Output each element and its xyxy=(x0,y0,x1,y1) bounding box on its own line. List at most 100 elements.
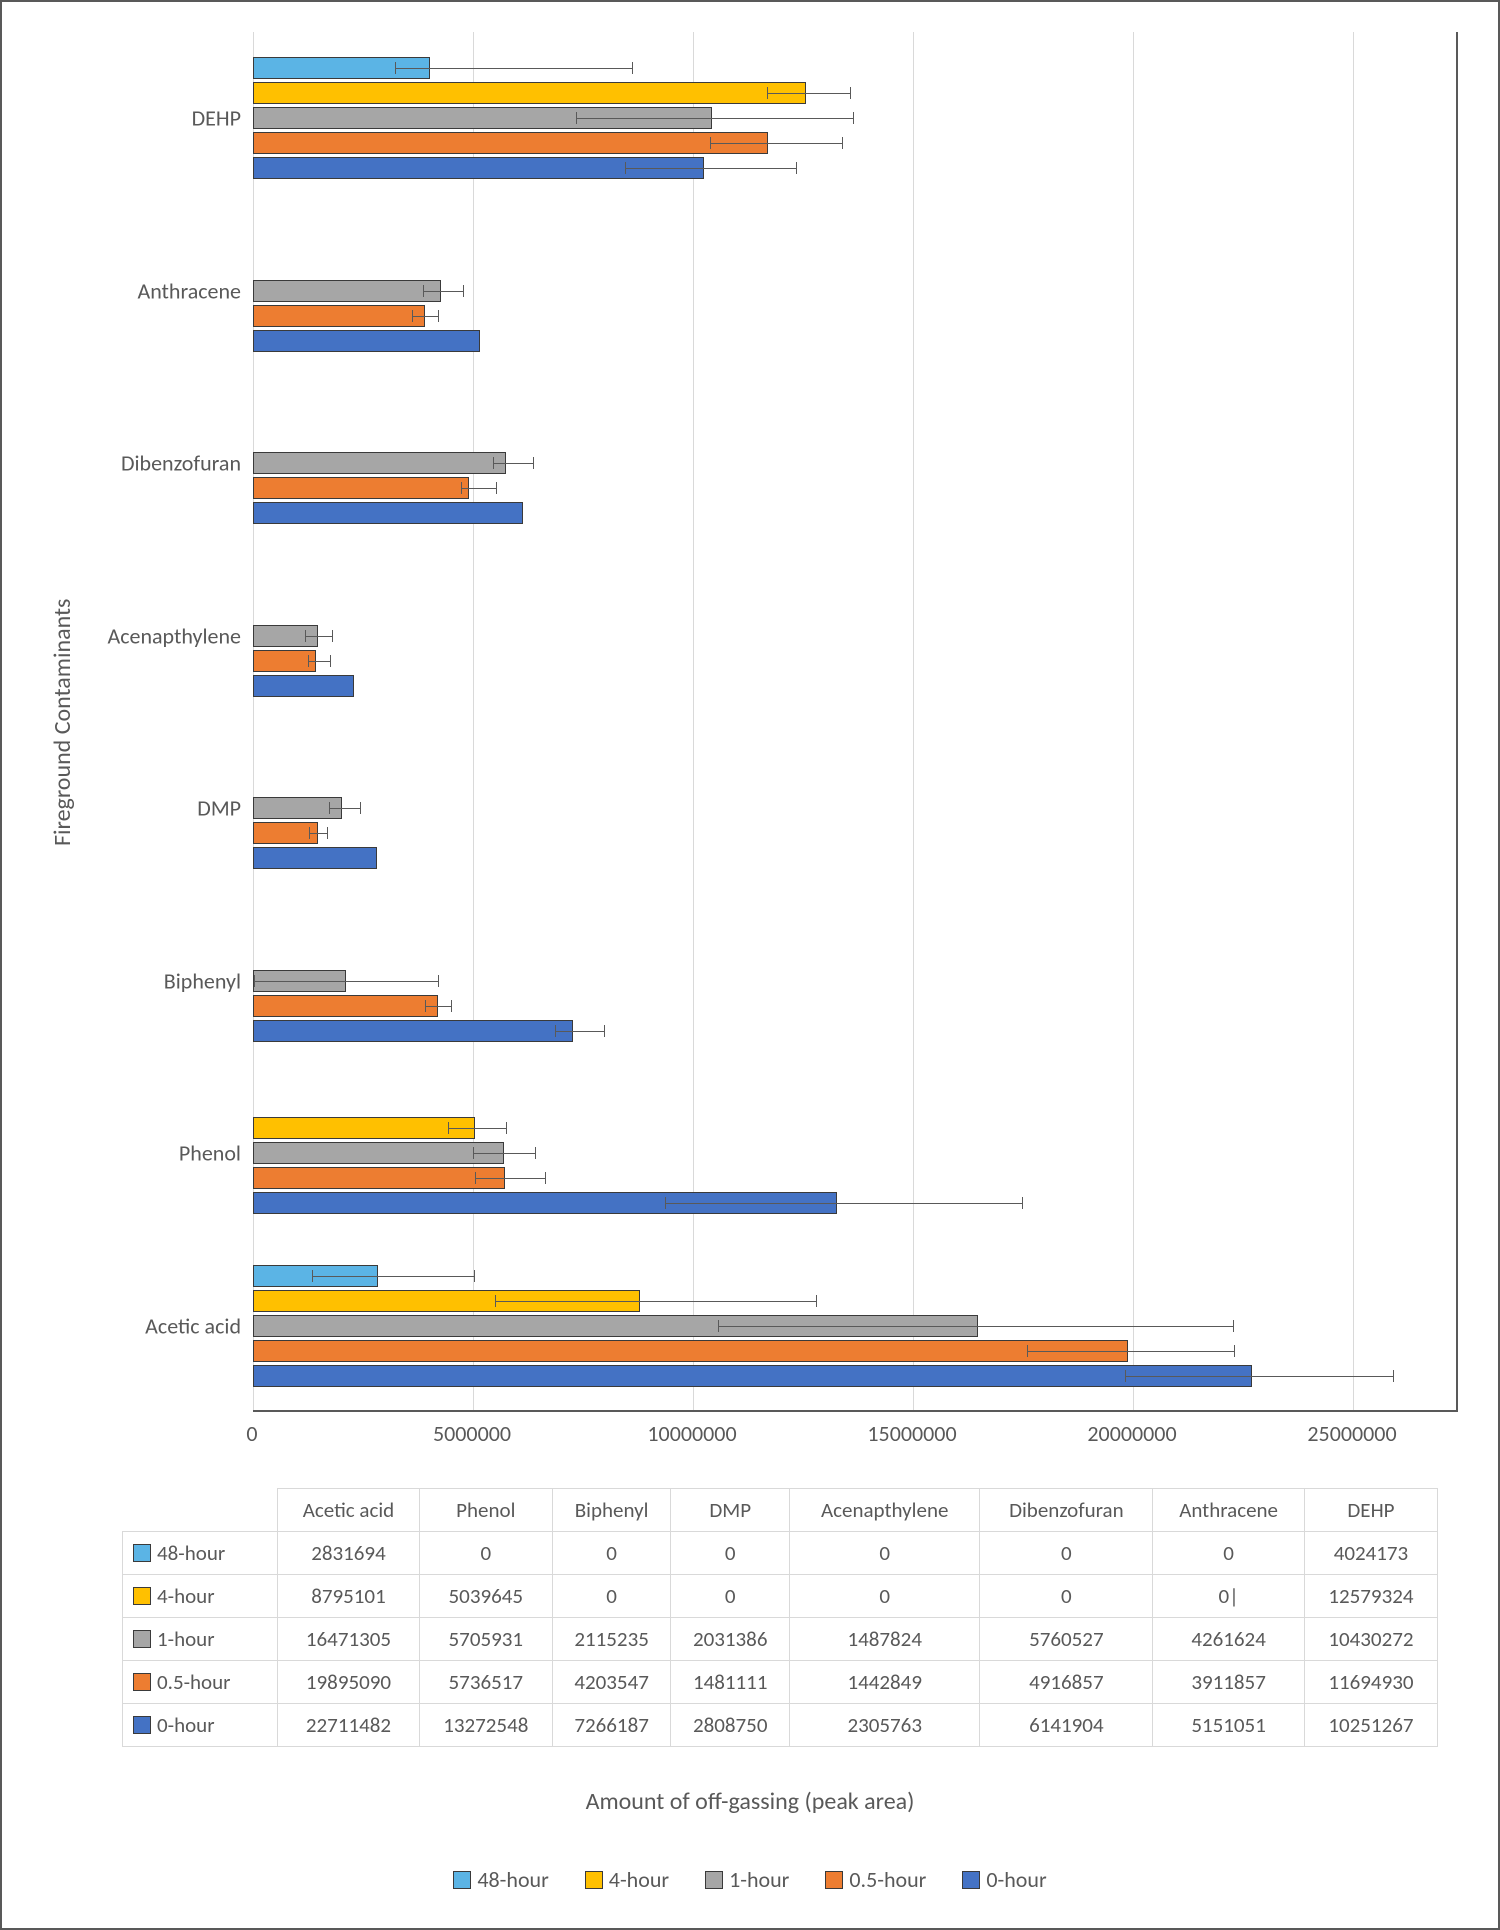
bar xyxy=(253,1020,573,1042)
error-cap xyxy=(305,630,306,642)
table-cell: 22711482 xyxy=(278,1704,420,1747)
error-cap xyxy=(495,1295,496,1307)
bar xyxy=(253,675,354,697)
error-bar xyxy=(495,1301,816,1302)
legend-item: 0-hour xyxy=(962,1866,1046,1893)
bar xyxy=(253,1117,475,1139)
error-cap xyxy=(632,62,633,74)
y-category: Phenol xyxy=(179,1140,241,1167)
error-cap xyxy=(535,1147,536,1159)
series-swatch xyxy=(133,1587,151,1605)
error-cap xyxy=(423,285,424,297)
bar xyxy=(253,280,441,302)
error-cap xyxy=(329,802,330,814)
table-cell: 19895090 xyxy=(278,1661,420,1704)
error-cap xyxy=(412,310,413,322)
series-swatch xyxy=(133,1630,151,1648)
series-name: 48-hour xyxy=(157,1540,225,1566)
error-bar xyxy=(329,808,360,809)
error-cap xyxy=(309,827,310,839)
error-bar xyxy=(254,981,439,982)
y-category: Biphenyl xyxy=(164,967,241,994)
error-cap xyxy=(254,975,255,987)
error-cap xyxy=(332,630,333,642)
y-category: Acenapthylene xyxy=(107,622,241,649)
error-bar xyxy=(1027,1351,1234,1352)
error-cap xyxy=(473,1147,474,1159)
error-cap xyxy=(796,162,797,174)
error-bar xyxy=(395,68,633,69)
error-bar xyxy=(475,1178,545,1179)
table-cell: 0 xyxy=(419,1532,552,1575)
error-bar xyxy=(493,463,533,464)
legend-swatch xyxy=(453,1871,471,1889)
y-category: Acetic acid xyxy=(145,1312,241,1339)
y-category-labels: Acetic acidPhenolBiphenylDMPAcenapthylen… xyxy=(83,32,253,1412)
error-bar xyxy=(461,488,496,489)
series-name: 0.5-hour xyxy=(157,1669,230,1695)
series-name: 4-hour xyxy=(157,1583,215,1609)
error-cap xyxy=(665,1197,666,1209)
table-cell: 0 xyxy=(980,1532,1153,1575)
table-col-header: Biphenyl xyxy=(552,1489,671,1532)
data-table: Acetic acidPhenolBiphenylDMPAcenapthylen… xyxy=(122,1488,1438,1747)
error-bar xyxy=(312,1276,475,1277)
table-cell: 2305763 xyxy=(790,1704,980,1747)
bar xyxy=(253,995,438,1017)
bar xyxy=(253,1167,505,1189)
y-category: Dibenzofuran xyxy=(121,450,241,477)
error-cap xyxy=(842,137,843,149)
y-category: DEHP xyxy=(192,105,241,132)
x-tick: 25000000 xyxy=(1307,1420,1396,1447)
table-cell: 0 xyxy=(1153,1532,1305,1575)
error-bar xyxy=(425,1006,451,1007)
bar xyxy=(253,330,480,352)
error-cap xyxy=(451,1000,452,1012)
table-cell: 6141904 xyxy=(980,1704,1153,1747)
x-tick: 5000000 xyxy=(433,1420,511,1447)
table-col-header: Phenol xyxy=(419,1489,552,1532)
error-cap xyxy=(604,1025,605,1037)
error-cap xyxy=(576,112,577,124)
table-cell: 0 xyxy=(671,1575,790,1618)
x-tick: 10000000 xyxy=(647,1420,736,1447)
table-cell: 0 xyxy=(980,1575,1153,1618)
x-tick: 15000000 xyxy=(867,1420,956,1447)
table-cell: 2808750 xyxy=(671,1704,790,1747)
error-cap xyxy=(425,1000,426,1012)
error-bar xyxy=(309,833,327,834)
error-cap xyxy=(312,1270,313,1282)
table-cell: 10430272 xyxy=(1304,1618,1437,1661)
error-cap xyxy=(816,1295,817,1307)
error-bar xyxy=(767,93,851,94)
error-bar xyxy=(625,168,797,169)
error-cap xyxy=(718,1320,719,1332)
error-bar xyxy=(710,143,842,144)
table-cell: 0 xyxy=(552,1575,671,1618)
error-cap xyxy=(493,457,494,469)
error-cap xyxy=(1393,1370,1394,1382)
error-bar xyxy=(718,1326,1233,1327)
error-cap xyxy=(850,87,851,99)
table-row: 4-hour8795101503964500000|12579324 xyxy=(123,1575,1438,1618)
legend-label: 4-hour xyxy=(609,1866,669,1893)
table-cell: 2115235 xyxy=(552,1618,671,1661)
bar xyxy=(253,847,377,869)
table-cell: 3911857 xyxy=(1153,1661,1305,1704)
table-cell: 2031386 xyxy=(671,1618,790,1661)
error-bar xyxy=(665,1203,1021,1204)
bar xyxy=(253,82,806,104)
error-cap xyxy=(438,975,439,987)
error-cap xyxy=(463,285,464,297)
table-col-header: Dibenzofuran xyxy=(980,1489,1153,1532)
legend-swatch xyxy=(585,1871,603,1889)
plot-area xyxy=(253,32,1458,1412)
bar xyxy=(253,477,469,499)
error-cap xyxy=(533,457,534,469)
table-col-header: Acenapthylene xyxy=(790,1489,980,1532)
error-cap xyxy=(327,827,328,839)
table-cell: 0 xyxy=(790,1532,980,1575)
table-cell: 1481111 xyxy=(671,1661,790,1704)
y-axis-label: Fireground Contaminants xyxy=(42,32,83,1412)
table-cell: 11694930 xyxy=(1304,1661,1437,1704)
